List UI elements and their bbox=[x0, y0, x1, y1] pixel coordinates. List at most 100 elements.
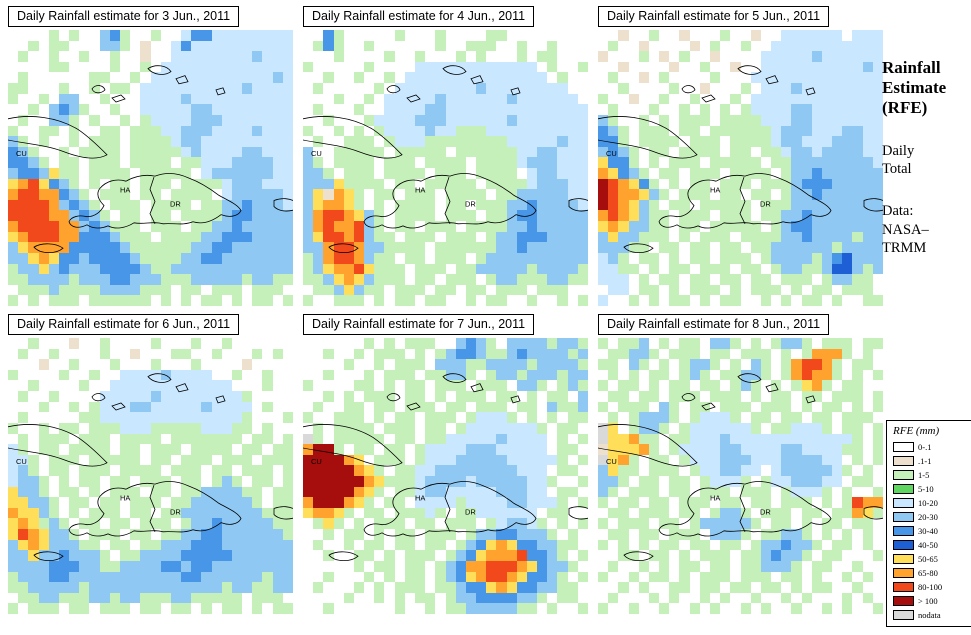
raster-cell bbox=[353, 61, 365, 73]
raster-cell bbox=[394, 189, 405, 200]
raster-cell bbox=[323, 433, 334, 445]
raster-cell bbox=[811, 157, 822, 168]
raster-cell bbox=[435, 252, 446, 264]
raster-cell bbox=[272, 454, 283, 466]
raster-cell bbox=[842, 104, 853, 115]
raster-cell bbox=[791, 550, 802, 561]
raster-cell bbox=[760, 359, 772, 370]
raster-cell bbox=[842, 592, 853, 604]
raster-cell bbox=[384, 199, 395, 211]
raster-cell bbox=[211, 592, 222, 604]
raster-cell bbox=[109, 189, 120, 200]
raster-cell bbox=[8, 242, 19, 253]
raster-cell bbox=[48, 422, 59, 434]
raster-cell bbox=[760, 30, 772, 41]
raster-cell bbox=[282, 263, 293, 275]
raster-cell bbox=[496, 550, 507, 561]
raster-cell bbox=[262, 454, 273, 466]
raster-cell bbox=[252, 380, 263, 392]
raster-cell bbox=[821, 433, 833, 445]
raster-cell bbox=[669, 338, 680, 349]
raster-cell bbox=[679, 550, 690, 561]
raster-cell bbox=[48, 454, 59, 466]
coastline-overlay: CU HA DR bbox=[303, 65, 588, 254]
raster-cell bbox=[577, 40, 588, 52]
raster-cell bbox=[404, 199, 415, 211]
raster-cell bbox=[435, 51, 446, 62]
raster-cell bbox=[18, 454, 29, 466]
raster-cell bbox=[648, 284, 660, 296]
raster-cell bbox=[353, 231, 365, 243]
raster-cell bbox=[18, 507, 29, 519]
raster-cell bbox=[160, 72, 171, 84]
raster-cell bbox=[771, 30, 782, 41]
raster-cell bbox=[618, 507, 629, 519]
raster-cell bbox=[201, 422, 212, 434]
raster-cell bbox=[160, 274, 171, 285]
raster-cell bbox=[374, 465, 385, 476]
raster-cell bbox=[313, 603, 324, 614]
raster-cell bbox=[435, 433, 446, 445]
raster-cell bbox=[618, 242, 629, 253]
raster-cell bbox=[567, 529, 578, 540]
raster-cell bbox=[445, 210, 456, 222]
raster-cell bbox=[608, 518, 619, 530]
raster-cell bbox=[343, 465, 354, 476]
legend-label: .1-1 bbox=[918, 456, 932, 466]
raster-cell bbox=[699, 369, 710, 381]
raster-cell bbox=[832, 359, 843, 370]
raster-cell bbox=[862, 178, 873, 190]
raster-cell bbox=[119, 83, 131, 94]
raster-cell bbox=[516, 284, 527, 296]
raster-cell bbox=[170, 476, 182, 487]
raster-cell bbox=[730, 83, 741, 94]
raster-cell bbox=[842, 114, 853, 126]
raster-cell bbox=[709, 391, 721, 402]
raster-cell bbox=[38, 104, 49, 115]
raster-cell bbox=[750, 550, 761, 561]
raster-cell bbox=[18, 550, 29, 561]
raster-cell bbox=[872, 582, 883, 593]
raster-cell bbox=[496, 592, 507, 604]
raster-cell bbox=[262, 83, 273, 94]
raster-cell bbox=[608, 221, 619, 232]
raster-cell bbox=[872, 603, 883, 614]
raster-cell bbox=[537, 359, 548, 370]
legend-entry: > 100 bbox=[893, 594, 969, 608]
raster-cell bbox=[842, 274, 853, 285]
raster-cell bbox=[58, 359, 70, 370]
raster-cell bbox=[69, 61, 80, 73]
raster-cell bbox=[130, 465, 141, 476]
raster-cell bbox=[374, 157, 385, 168]
raster-cell bbox=[384, 146, 395, 158]
raster-cell bbox=[516, 231, 527, 243]
raster-cell bbox=[140, 359, 151, 370]
raster-cell bbox=[730, 444, 741, 455]
raster-cell bbox=[18, 61, 29, 73]
raster-cell bbox=[537, 72, 548, 84]
raster-cell bbox=[201, 221, 212, 232]
raster-cell bbox=[48, 252, 59, 264]
raster-cell bbox=[689, 369, 700, 381]
raster-cell bbox=[99, 550, 110, 561]
raster-cell bbox=[374, 61, 385, 73]
raster-cell bbox=[648, 592, 660, 604]
raster-cell bbox=[231, 93, 243, 105]
raster-cell bbox=[38, 178, 49, 190]
raster-cell bbox=[618, 40, 629, 52]
raster-cell bbox=[99, 242, 110, 253]
raster-cell bbox=[455, 30, 466, 41]
raster-cell bbox=[577, 104, 588, 115]
raster-cell bbox=[628, 518, 639, 530]
raster-cell bbox=[760, 603, 772, 614]
raster-cell bbox=[659, 507, 670, 519]
raster-cell bbox=[801, 252, 812, 264]
raster-cell bbox=[801, 178, 812, 190]
raster-cell bbox=[699, 338, 710, 349]
raster-cell bbox=[58, 582, 70, 593]
raster-cell bbox=[374, 199, 385, 211]
raster-cell bbox=[414, 518, 426, 530]
raster-cell bbox=[547, 391, 558, 402]
raster-cell bbox=[353, 380, 365, 392]
raster-cell bbox=[872, 295, 883, 306]
